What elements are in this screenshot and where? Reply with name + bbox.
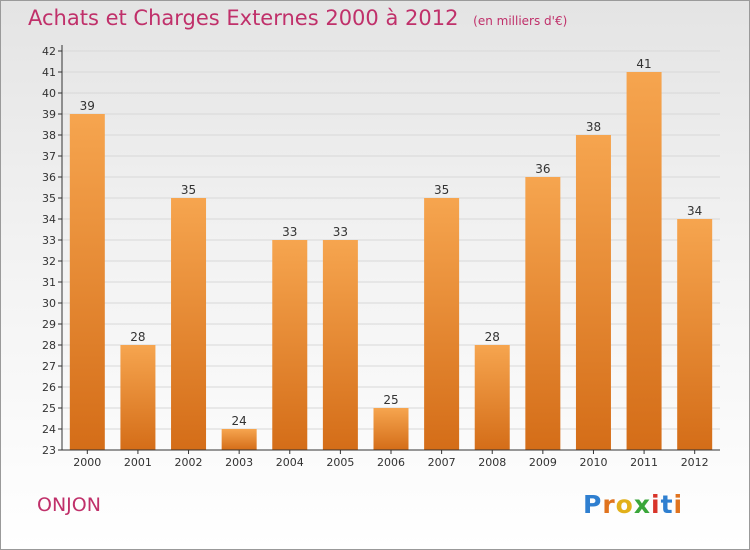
y-tick-label: 40 xyxy=(42,87,56,100)
x-tick-label: 2001 xyxy=(124,456,152,469)
y-tick-label: 38 xyxy=(42,129,56,142)
bar-2010 xyxy=(575,135,611,450)
logo-letter: r xyxy=(602,490,616,519)
data-label: 38 xyxy=(586,120,601,134)
logo-letter: i xyxy=(673,490,684,519)
y-tick-label: 33 xyxy=(42,234,56,247)
y-tick-label: 34 xyxy=(42,213,56,226)
data-label: 28 xyxy=(485,330,500,344)
y-tick-label: 29 xyxy=(42,318,56,331)
logo-letter: t xyxy=(660,490,674,519)
bar-2006 xyxy=(373,408,409,450)
bars xyxy=(69,72,713,450)
y-tick-label: 37 xyxy=(42,150,56,163)
chart-title-text: Achats et Charges Externes 2000 à 2012 xyxy=(28,6,459,30)
data-label: 25 xyxy=(383,393,398,407)
data-label: 35 xyxy=(434,183,449,197)
chart-subtitle: (en milliers d'€) xyxy=(473,14,568,28)
bar-2003 xyxy=(221,429,257,450)
data-label: 39 xyxy=(80,99,95,113)
logo-letter: x xyxy=(633,490,651,519)
y-tick-label: 27 xyxy=(42,360,56,373)
y-tick-label: 32 xyxy=(42,255,56,268)
x-tick-label: 2002 xyxy=(175,456,203,469)
x-tick-label: 2009 xyxy=(529,456,557,469)
data-label: 34 xyxy=(687,204,702,218)
logo-letter: i xyxy=(651,490,661,519)
x-tick-label: 2006 xyxy=(377,456,405,469)
bar-2002 xyxy=(171,198,207,450)
y-tick-label: 36 xyxy=(42,171,56,184)
y-tick-label: 28 xyxy=(42,339,56,352)
data-label: 36 xyxy=(535,162,550,176)
axes: 23 24 25 26 27 28 29 30 31 32 33 34 35 36 37 38 39 40 41 42… xyxy=(42,45,720,469)
y-tick-label: 42 xyxy=(42,45,56,58)
grid-lines xyxy=(62,50,720,451)
y-tick-label: 23 xyxy=(42,444,56,457)
x-tick-label: 2007 xyxy=(428,456,456,469)
logo-letter: o xyxy=(615,490,634,519)
y-tick-label: 35 xyxy=(42,192,56,205)
x-tick-label: 2004 xyxy=(276,456,304,469)
y-tick-label: 30 xyxy=(42,297,56,310)
location-name: ONJON xyxy=(37,494,101,516)
bar-2001 xyxy=(120,345,156,450)
y-tick-label: 25 xyxy=(42,402,56,415)
data-label: 33 xyxy=(333,225,348,239)
logo-letter: P xyxy=(583,490,603,519)
y-tick-label: 24 xyxy=(42,423,56,436)
y-tick-label: 31 xyxy=(42,276,56,289)
bar-2000 xyxy=(69,114,105,450)
data-label: 35 xyxy=(181,183,196,197)
data-label: 28 xyxy=(130,330,145,344)
bar-2012 xyxy=(677,219,713,450)
x-tick-label: 2012 xyxy=(681,456,709,469)
data-label: 33 xyxy=(282,225,297,239)
labels: 39 28 35 24 33 33 25 35 28 36 38 41 34 xyxy=(80,57,703,428)
x-tick-label: 2011 xyxy=(630,456,658,469)
bar-2007 xyxy=(424,198,460,450)
bar-2009 xyxy=(525,177,561,450)
x-tick-label: 2010 xyxy=(579,456,607,469)
bar-2005 xyxy=(322,240,358,450)
y-tick-label: 26 xyxy=(42,381,56,394)
data-label: 41 xyxy=(636,57,651,71)
bar-2008 xyxy=(474,345,510,450)
chart-title: Achats et Charges Externes 2000 à 2012 (… xyxy=(28,6,567,30)
x-tick-label: 2005 xyxy=(326,456,354,469)
x-tick-label: 2003 xyxy=(225,456,253,469)
y-tick-label: 39 xyxy=(42,108,56,121)
y-tick-label: 41 xyxy=(42,66,56,79)
proxiti-logo: Proxiti xyxy=(583,490,683,519)
data-label: 24 xyxy=(232,414,247,428)
x-tick-label: 2008 xyxy=(478,456,506,469)
bar-2011 xyxy=(626,72,662,450)
x-tick-label: 2000 xyxy=(73,456,101,469)
bar-2004 xyxy=(272,240,308,450)
